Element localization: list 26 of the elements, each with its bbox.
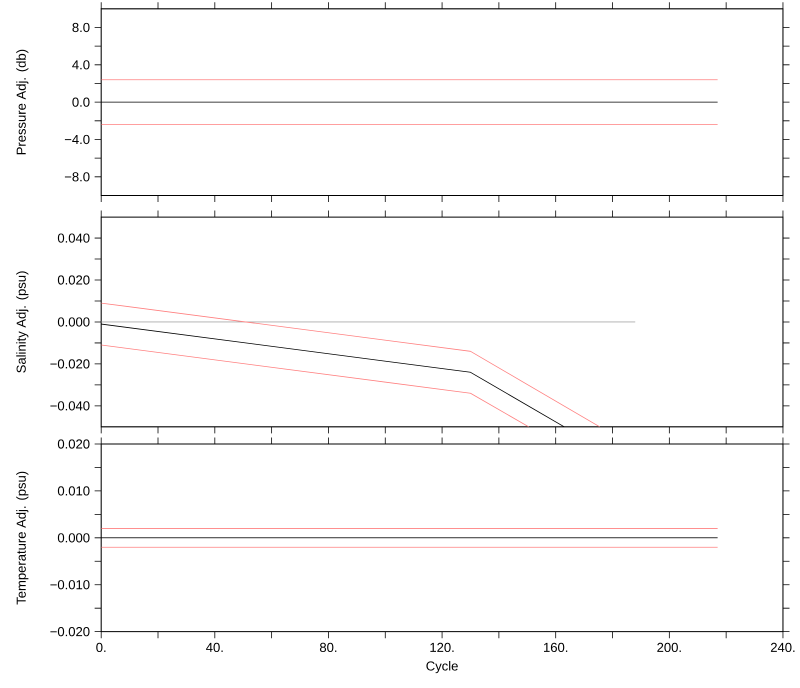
y-tick-label: −0.010 — [50, 580, 90, 590]
y-tick-label: −4.0 — [64, 135, 90, 144]
y-tick-label: 0.000 — [58, 533, 90, 543]
y-tick-label: 0.0 — [72, 98, 90, 107]
y-tick-label: 0.010 — [58, 486, 90, 496]
x-tick-label: 240. — [770, 642, 794, 652]
y-tick-label: −0.020 — [50, 627, 90, 636]
y-tick-label: −8.0 — [64, 172, 90, 182]
y-axis-title: Temperature Adj. (psu) — [16, 472, 28, 605]
y-axis-title: Pressure Adj. (db) — [16, 50, 28, 154]
x-tick-label: 160. — [544, 642, 568, 652]
y-tick-label: −0.020 — [50, 359, 90, 369]
x-tick-label: 120. — [430, 642, 454, 652]
y-axis-title: Salinity Adj. (psu) — [16, 272, 28, 373]
y-tick-label: 4.0 — [72, 60, 90, 70]
x-tick-label: 200. — [657, 642, 681, 652]
x-tick-label: 40. — [206, 642, 223, 652]
x-tick-label: 0. — [96, 642, 106, 652]
y-tick-label: 0.020 — [58, 276, 90, 285]
y-tick-label: 0.020 — [58, 440, 90, 449]
x-axis-title: Cycle — [426, 661, 458, 674]
x-tick-label: 80. — [320, 642, 336, 652]
y-tick-label: 0.000 — [58, 318, 90, 327]
y-tick-label: −0.040 — [50, 401, 90, 411]
y-tick-label: 0.040 — [58, 234, 90, 243]
y-tick-label: 8.0 — [72, 23, 90, 32]
